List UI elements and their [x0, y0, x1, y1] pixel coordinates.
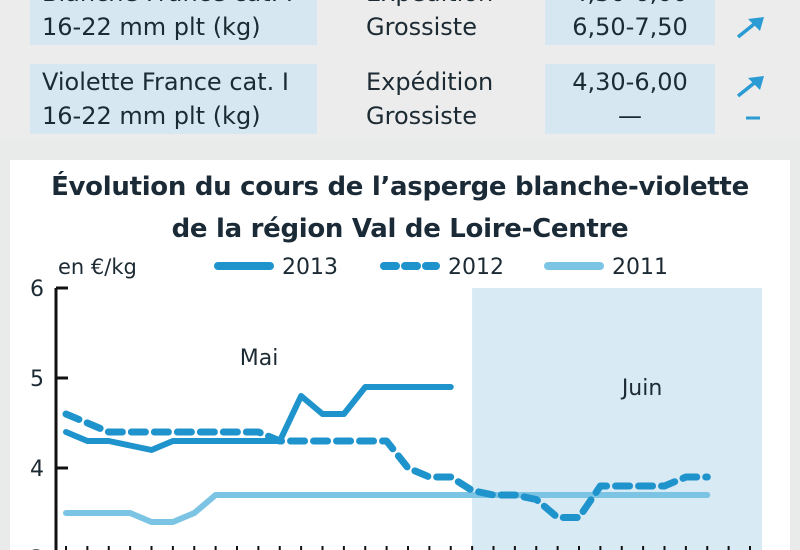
chart-title-line-2: de la région Val de Loire-Centre: [171, 214, 629, 244]
y-tick-label: 6: [30, 277, 44, 302]
product-size: 16-22 mm plt (kg): [42, 13, 261, 41]
price-cell: 4,30-6,00 —: [545, 64, 715, 134]
trend-stable-icon: [746, 116, 760, 120]
y-tick-label: 3: [30, 547, 44, 550]
product-size: 16-22 mm plt (kg): [42, 102, 261, 130]
y-tick-label: 5: [30, 367, 44, 392]
product-name: Violette France cat. I: [42, 68, 289, 96]
y-axis-label: en €/kg: [58, 255, 137, 279]
stage-cell: Expédition Grossiste: [348, 0, 548, 45]
trend-up-icon: [736, 17, 764, 39]
y-tick-label: 4: [30, 457, 44, 482]
table-row: Blanche France cat. I 16-22 mm plt (kg) …: [30, 0, 775, 45]
series-line-2012: [62, 410, 711, 521]
price-table: Blanche France cat. I 16-22 mm plt (kg) …: [0, 0, 800, 140]
price-value: 4,30-6,00: [572, 68, 688, 96]
legend-label-2012: 2012: [448, 255, 504, 280]
month-label-juin: Juin: [620, 376, 663, 401]
price-cell: 4,30-6,00 6,50-7,50: [545, 0, 715, 45]
legend-label-2011: 2011: [612, 255, 668, 280]
product-cell: Violette France cat. I 16-22 mm plt (kg): [30, 64, 317, 134]
trend-cell: [730, 0, 775, 45]
trend-cell: [730, 64, 775, 134]
stage-cell: Expédition Grossiste: [348, 64, 548, 134]
product-name: Blanche France cat. I: [42, 0, 293, 9]
stage-label: Expédition: [366, 0, 493, 9]
price-value: 6,50-7,50: [572, 13, 688, 41]
month-label-mai: Mai: [240, 346, 279, 371]
series-line-2011: [63, 492, 711, 525]
series-line-2013: [63, 384, 454, 453]
table-row: Violette France cat. I 16-22 mm plt (kg)…: [30, 64, 775, 134]
stage-label: Grossiste: [366, 13, 477, 41]
price-value: 4,30-6,00: [545, 0, 715, 9]
month-band-juin: [472, 288, 762, 550]
product-cell: Blanche France cat. I 16-22 mm plt (kg): [30, 0, 317, 45]
legend-label-2013: 2013: [282, 255, 338, 280]
trend-up-icon: [736, 76, 764, 98]
stage-label: Grossiste: [366, 102, 477, 130]
price-value: —: [618, 102, 642, 130]
chart-title-line-1: Évolution du cours de l’asperge blanche-…: [51, 172, 749, 202]
stage-label: Expédition: [366, 68, 494, 96]
